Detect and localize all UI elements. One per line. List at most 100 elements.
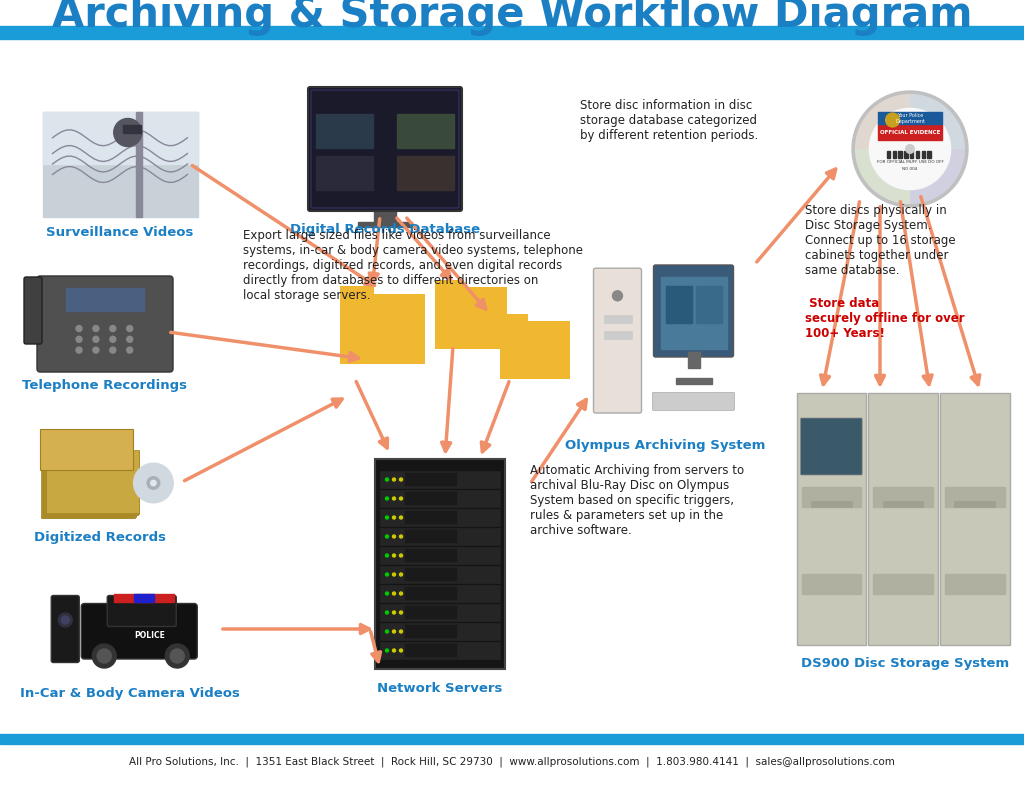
FancyBboxPatch shape: [43, 453, 135, 517]
Bar: [945, 574, 1005, 594]
Circle shape: [76, 347, 82, 353]
Circle shape: [385, 573, 388, 576]
Bar: [873, 574, 933, 594]
Text: POLICE: POLICE: [134, 630, 165, 640]
FancyBboxPatch shape: [37, 276, 173, 372]
Circle shape: [58, 613, 73, 627]
Text: Your Police
Department: Your Police Department: [895, 113, 925, 124]
Circle shape: [399, 497, 402, 500]
FancyBboxPatch shape: [797, 393, 866, 645]
Bar: [406, 568, 457, 581]
Circle shape: [392, 630, 395, 633]
Circle shape: [399, 630, 402, 633]
Bar: [380, 490, 500, 507]
Bar: [123, 125, 140, 133]
Bar: [879, 124, 942, 141]
Text: Network Servers: Network Servers: [377, 682, 503, 695]
FancyBboxPatch shape: [43, 453, 136, 516]
Circle shape: [93, 347, 99, 353]
FancyBboxPatch shape: [653, 265, 733, 357]
Circle shape: [110, 326, 116, 332]
Text: Digitized Records: Digitized Records: [34, 531, 166, 544]
FancyBboxPatch shape: [594, 268, 641, 413]
Bar: [603, 331, 632, 339]
Bar: [687, 352, 699, 368]
Text: FOR OFFICIAL MUFF USE DO OFF: FOR OFFICIAL MUFF USE DO OFF: [877, 160, 943, 164]
Circle shape: [399, 649, 402, 652]
Bar: [406, 625, 457, 638]
FancyBboxPatch shape: [81, 603, 198, 659]
Bar: [915, 151, 920, 158]
Circle shape: [385, 516, 388, 519]
Bar: [380, 528, 500, 545]
Text: OFFICIAL EVIDENCE: OFFICIAL EVIDENCE: [880, 129, 940, 135]
Circle shape: [852, 91, 968, 207]
Bar: [406, 606, 457, 619]
Circle shape: [392, 611, 395, 614]
Circle shape: [127, 347, 133, 353]
FancyBboxPatch shape: [435, 287, 507, 349]
FancyBboxPatch shape: [41, 455, 134, 518]
Bar: [358, 222, 412, 227]
Wedge shape: [855, 149, 910, 204]
FancyBboxPatch shape: [652, 392, 734, 410]
Bar: [676, 378, 712, 384]
FancyBboxPatch shape: [44, 453, 137, 515]
FancyBboxPatch shape: [24, 277, 42, 344]
Bar: [879, 113, 942, 124]
Text: Olympus Archiving System: Olympus Archiving System: [565, 439, 765, 452]
Bar: [380, 566, 500, 583]
Text: In-Car & Body Camera Videos: In-Car & Body Camera Videos: [20, 687, 240, 700]
Bar: [406, 644, 457, 657]
Bar: [43, 111, 198, 164]
Bar: [887, 151, 890, 158]
Circle shape: [127, 326, 133, 332]
Circle shape: [93, 326, 99, 332]
Circle shape: [612, 291, 623, 301]
Circle shape: [151, 480, 156, 486]
Circle shape: [392, 535, 395, 538]
Text: All Pro Solutions, Inc.  |  1351 East Black Street  |  Rock Hill, SC 29730  |  w: All Pro Solutions, Inc. | 1351 East Blac…: [129, 757, 895, 767]
Circle shape: [97, 649, 112, 663]
Bar: [397, 156, 454, 190]
Circle shape: [93, 337, 99, 342]
FancyBboxPatch shape: [45, 452, 138, 515]
Bar: [898, 151, 902, 158]
FancyBboxPatch shape: [51, 596, 79, 662]
FancyBboxPatch shape: [500, 321, 570, 379]
FancyBboxPatch shape: [940, 393, 1010, 645]
Circle shape: [399, 592, 402, 595]
Circle shape: [385, 630, 388, 633]
Bar: [316, 156, 373, 190]
Bar: [380, 604, 500, 621]
Bar: [922, 151, 925, 158]
Bar: [811, 500, 852, 507]
Bar: [406, 492, 457, 505]
Text: Digital Records Database: Digital Records Database: [290, 223, 480, 236]
Bar: [873, 487, 933, 507]
Text: Store disc information in disc
storage database categorized
by different retenti: Store disc information in disc storage d…: [580, 99, 758, 142]
Bar: [954, 500, 995, 507]
Circle shape: [110, 337, 116, 342]
Circle shape: [399, 554, 402, 557]
Bar: [406, 549, 457, 562]
Bar: [666, 286, 691, 323]
Circle shape: [869, 109, 950, 190]
Bar: [380, 623, 500, 640]
Bar: [910, 151, 913, 158]
Circle shape: [76, 326, 82, 332]
FancyBboxPatch shape: [308, 87, 462, 211]
Wedge shape: [910, 94, 965, 149]
Text: Store discs physically in
Disc Storage System.
Connect up to 16 storage
cabinets: Store discs physically in Disc Storage S…: [805, 204, 955, 277]
FancyBboxPatch shape: [108, 596, 176, 626]
Circle shape: [61, 616, 70, 624]
FancyBboxPatch shape: [45, 451, 138, 514]
Bar: [380, 547, 500, 564]
Bar: [380, 585, 500, 602]
Bar: [603, 315, 632, 323]
Bar: [802, 574, 861, 594]
Polygon shape: [500, 314, 528, 321]
FancyBboxPatch shape: [868, 393, 938, 645]
Bar: [406, 473, 457, 486]
Circle shape: [165, 644, 189, 668]
